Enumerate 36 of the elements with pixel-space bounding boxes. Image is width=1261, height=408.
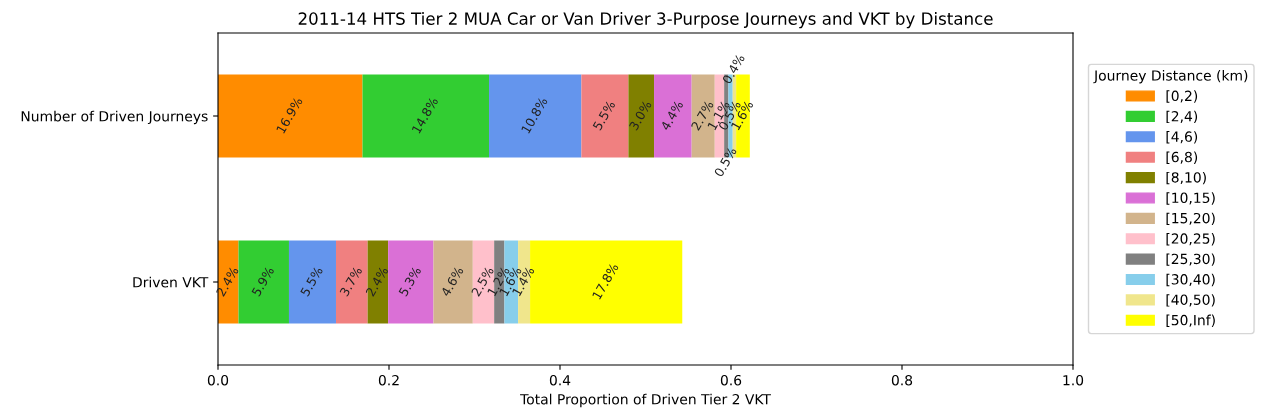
legend-label: [0,2) — [1166, 90, 1198, 103]
y-tick-label: Number of Driven Journeys — [21, 110, 208, 125]
x-tick-label: 0.2 — [378, 374, 399, 386]
bar — [218, 240, 239, 324]
x-tick-label: 0.4 — [549, 374, 571, 386]
bar — [654, 74, 692, 158]
x-tick-label: 1.0 — [1063, 374, 1084, 386]
bar — [288, 240, 336, 324]
bar — [581, 74, 629, 158]
x-axis-title: Total Proportion of Driven Tier 2 VKT — [520, 393, 771, 408]
legend-label: [20,25) — [1166, 233, 1215, 246]
bar — [218, 74, 363, 158]
bar — [489, 74, 582, 158]
bar — [335, 240, 368, 324]
bar — [388, 240, 434, 324]
bar — [433, 240, 473, 324]
legend-label: [30,40) — [1166, 273, 1215, 287]
legend-label: [8,10) — [1166, 171, 1206, 185]
legend-label: [50,Inf) — [1166, 314, 1215, 327]
bar — [238, 240, 289, 324]
legend-label: [40,50) — [1166, 294, 1215, 307]
legend-label: [25,30) — [1166, 253, 1215, 266]
legend-label: [15,20) — [1166, 212, 1215, 226]
bar — [362, 74, 490, 158]
legend-label: [6,8) — [1166, 151, 1198, 164]
legend-label: [10,15) — [1166, 192, 1215, 205]
chart-title: 2011-14 HTS Tier 2 MUA Car or Van Driver 3-Purpose Journeys and VKT by Distance — [298, 12, 993, 29]
legend-title: Journey Distance (km) — [1093, 69, 1248, 84]
bar — [628, 74, 655, 158]
legend-label: [4,6) — [1166, 131, 1198, 144]
x-tick-label: 0.8 — [891, 374, 913, 386]
bar — [367, 240, 389, 324]
x-tick-label: 0.6 — [720, 374, 742, 386]
x-tick-label: 0.0 — [207, 374, 229, 386]
legend-label: [2,4) — [1166, 110, 1198, 124]
y-tick-label: Driven VKT — [133, 276, 209, 288]
